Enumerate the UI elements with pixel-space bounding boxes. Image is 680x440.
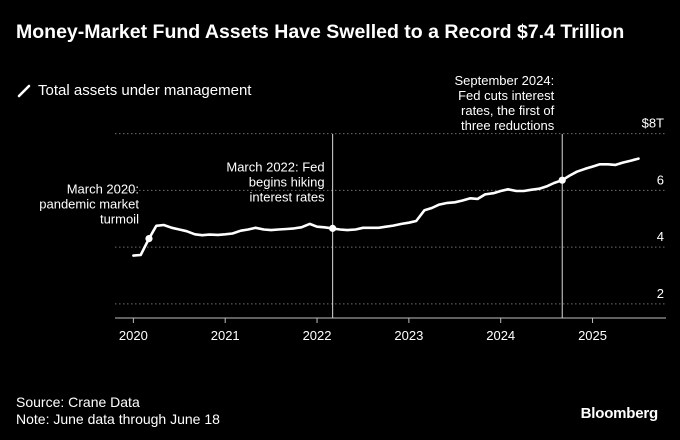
data-note: Note: June data through June 18	[16, 411, 220, 427]
annotation-text: three reductions	[461, 118, 555, 133]
annotation-text: Fed cuts interest	[458, 88, 554, 103]
annotation-text: begins hiking	[249, 174, 325, 189]
legend-label: Total assets under management	[38, 82, 252, 99]
y-tick-label: 6	[657, 172, 664, 187]
annotation-text: pandemic market	[39, 197, 139, 212]
source-note: Source: Crane Data	[16, 394, 140, 410]
annotation-text: interest rates	[249, 189, 325, 204]
x-tick-label: 2025	[578, 328, 607, 343]
footer: Source: Crane Data Note: June data throu…	[16, 394, 220, 428]
x-tick-label: 2021	[211, 328, 240, 343]
x-tick-label: 2023	[394, 328, 423, 343]
series-line	[132, 157, 640, 257]
y-tick-label: 2	[657, 286, 664, 301]
legend-line-icon	[17, 84, 31, 97]
bloomberg-logo: Bloomberg	[580, 405, 659, 422]
annotation-marker	[329, 224, 337, 232]
chart-title: Money-Market Fund Assets Have Swelled to…	[16, 21, 625, 43]
annotation-marker	[145, 234, 153, 243]
x-tick-label: 2024	[486, 328, 515, 343]
annotation-text: turmoil	[100, 212, 139, 227]
annotation-text: rates, the first of	[461, 103, 555, 118]
legend: Total assets under management	[16, 82, 251, 99]
y-tick-label: 4	[657, 229, 664, 244]
annotation-text: September 2024:	[454, 73, 554, 88]
x-tick-label: 2022	[303, 328, 332, 343]
annotation-text: March 2022: Fed	[226, 159, 324, 174]
x-tick-label: 2020	[119, 328, 148, 343]
annotation-text: March 2020:	[67, 182, 139, 197]
annotation-marker	[558, 176, 566, 184]
y-tick-label: $8T	[642, 116, 664, 131]
